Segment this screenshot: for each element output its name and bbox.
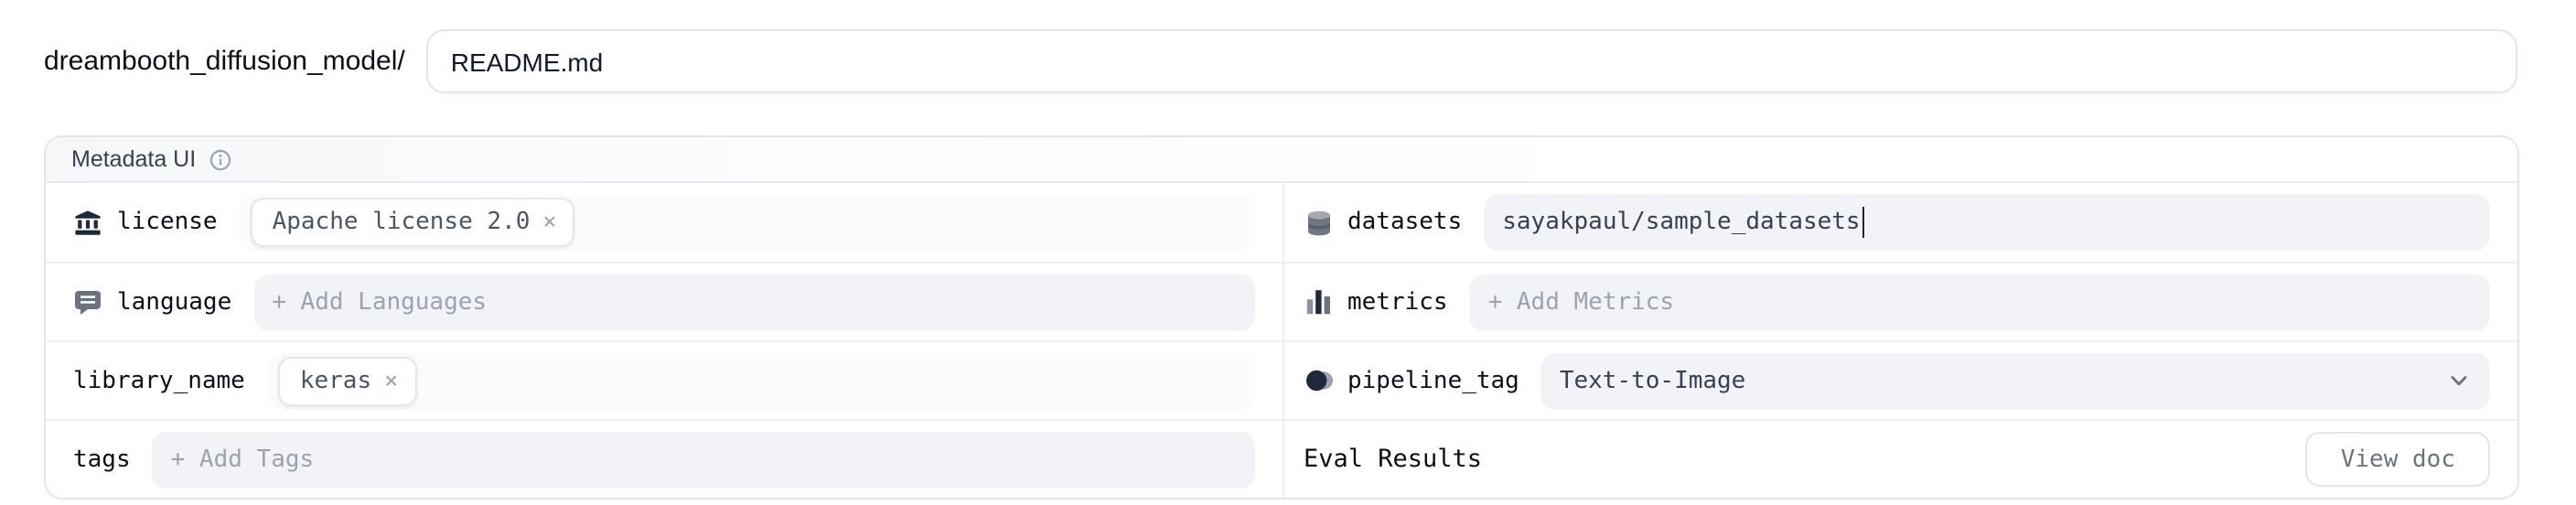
text-cursor	[1862, 207, 1865, 238]
eval-results-label: Eval Results	[1304, 445, 1483, 474]
filename-input[interactable]	[426, 29, 2517, 93]
library-name-row: library_name keras ×	[46, 340, 1282, 419]
eval-results-row: Eval Results View doc	[1283, 419, 2517, 498]
panel-title: Metadata UI	[71, 146, 197, 172]
datasets-row: datasets sayakpaul/sample_datasets	[1283, 183, 2517, 262]
license-label: license	[117, 209, 218, 236]
file-path-bar: dreambooth_diffusion_model/	[0, 0, 2576, 93]
datasets-input[interactable]: sayakpaul/sample_datasets	[1484, 194, 2490, 251]
info-circle-icon[interactable]	[209, 147, 232, 171]
tags-row: tags	[46, 419, 1282, 498]
metadata-left-column: license Apache license 2.0 ×	[46, 183, 1282, 498]
language-row: language	[46, 262, 1282, 340]
language-input[interactable]	[253, 274, 1254, 330]
metadata-grid: license Apache license 2.0 ×	[46, 183, 2517, 498]
metrics-label: metrics	[1347, 288, 1448, 316]
view-doc-button[interactable]: View doc	[2305, 432, 2490, 487]
speech-bubble-icon	[73, 287, 102, 317]
database-icon	[1304, 208, 1333, 237]
library-name-tag-text: keras	[299, 367, 372, 394]
remove-tag-button[interactable]: ×	[384, 365, 399, 393]
bar-chart-icon	[1304, 287, 1333, 317]
license-row: license Apache license 2.0 ×	[46, 183, 1282, 262]
metadata-ui-panel: Metadata UI	[44, 135, 2519, 500]
remove-tag-button[interactable]: ×	[542, 207, 557, 235]
license-label-group: license	[73, 208, 218, 237]
library-name-tags-field[interactable]: keras ×	[266, 352, 1254, 409]
pipeline-tag-select[interactable]: Text-to-Image	[1540, 352, 2490, 409]
datasets-value: sayakpaul/sample_datasets	[1502, 209, 1861, 236]
datasets-label: datasets	[1347, 209, 1463, 236]
metadata-ui-header: Metadata UI	[46, 137, 2517, 183]
tags-input[interactable]	[152, 431, 1254, 488]
datasets-label-group: datasets	[1304, 208, 1462, 237]
library-name-tag-pill: keras ×	[277, 356, 417, 405]
metrics-label-group: metrics	[1304, 287, 1448, 317]
pipeline-tag-row: pipeline_tag Text-to-Image	[1283, 340, 2517, 419]
tags-label-group: tags	[73, 446, 131, 473]
bank-icon	[73, 208, 102, 237]
language-label: language	[117, 288, 232, 316]
language-label-group: language	[73, 287, 231, 317]
tags-label: tags	[73, 446, 131, 473]
overlapping-circles-icon	[1304, 366, 1333, 395]
chevron-down-icon	[2446, 368, 2472, 393]
metadata-right-column: datasets sayakpaul/sample_datasets	[1282, 183, 2517, 498]
library-name-label-group: library_name	[73, 367, 245, 394]
license-tag-text: Apache license 2.0	[272, 209, 531, 236]
library-name-label: library_name	[73, 367, 245, 394]
metrics-row: metrics	[1283, 262, 2517, 340]
license-tag-pill: Apache license 2.0 ×	[250, 198, 575, 247]
repo-prefix-label: dreambooth_diffusion_model/	[44, 46, 405, 77]
metrics-input[interactable]	[1469, 274, 2490, 330]
pipeline-tag-label-group: pipeline_tag	[1304, 366, 1519, 395]
license-tags-field[interactable]: Apache license 2.0 ×	[239, 194, 1254, 251]
pipeline-tag-value: Text-to-Image	[1559, 367, 1746, 394]
pipeline-tag-label: pipeline_tag	[1347, 367, 1519, 394]
